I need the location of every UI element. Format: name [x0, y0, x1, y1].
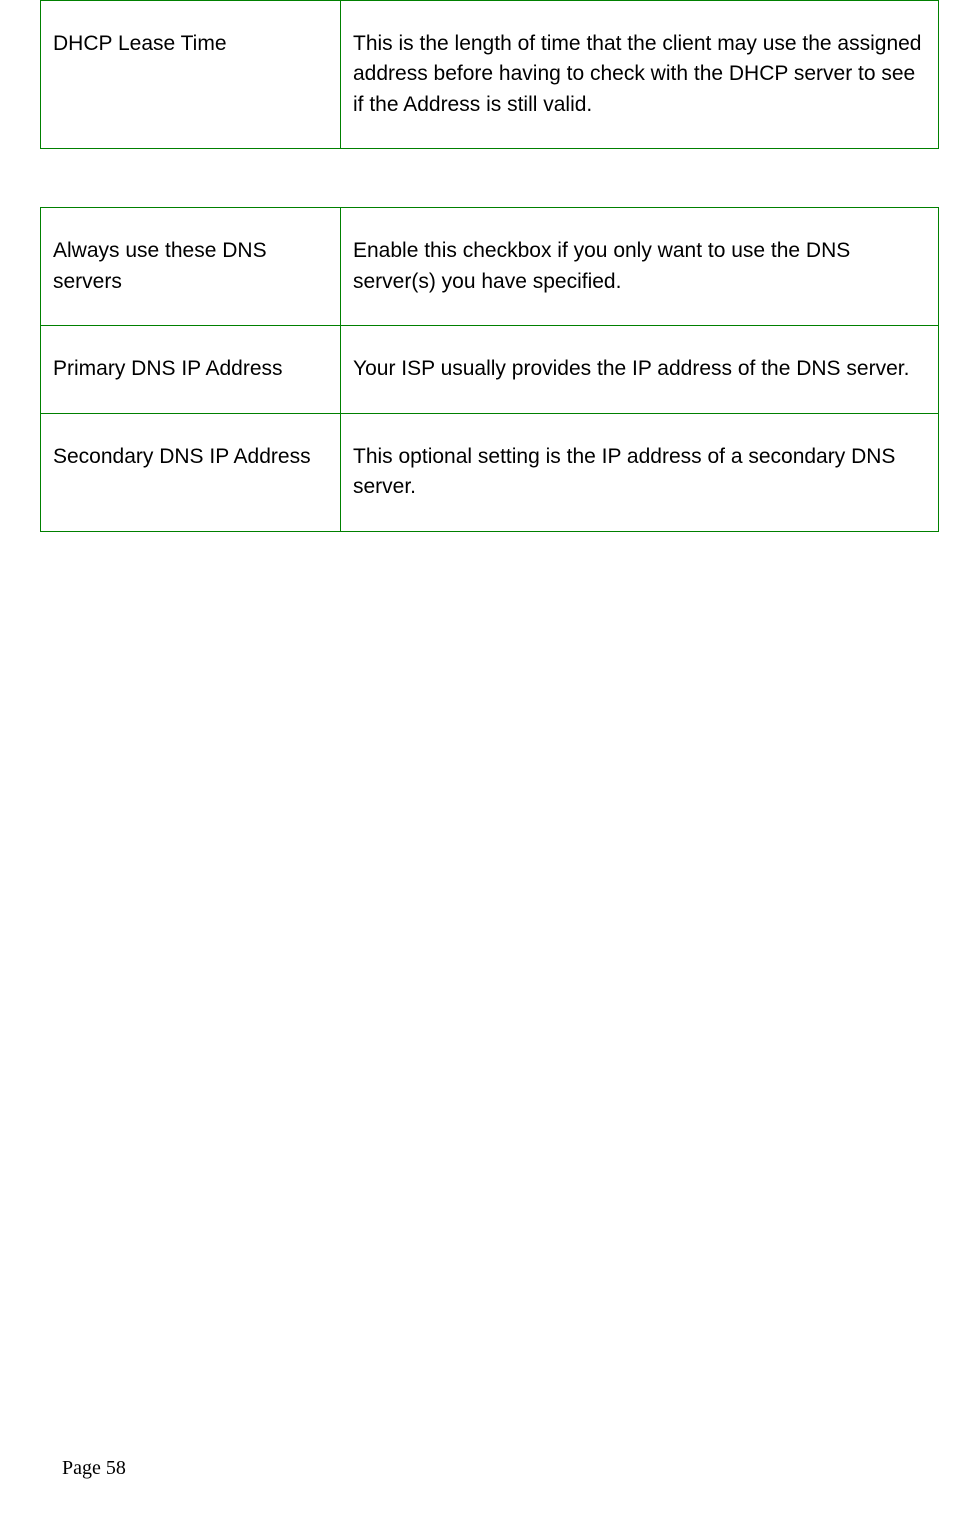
- table-row: Always use these DNS servers Enable this…: [41, 208, 939, 326]
- setting-label: Always use these DNS servers: [41, 208, 341, 326]
- settings-table-2: Always use these DNS servers Enable this…: [40, 207, 939, 531]
- setting-description: This optional setting is the IP address …: [341, 413, 939, 531]
- settings-table-1: DHCP Lease Time This is the length of ti…: [40, 0, 939, 149]
- table-row: Secondary DNS IP Address This optional s…: [41, 413, 939, 531]
- table-row: Primary DNS IP Address Your ISP usually …: [41, 326, 939, 413]
- setting-label: DHCP Lease Time: [41, 1, 341, 149]
- page-number: Page 58: [62, 1457, 126, 1480]
- page-content: DHCP Lease Time This is the length of ti…: [0, 0, 979, 532]
- setting-description: Enable this checkbox if you only want to…: [341, 208, 939, 326]
- setting-label: Secondary DNS IP Address: [41, 413, 341, 531]
- setting-description: This is the length of time that the clie…: [341, 1, 939, 149]
- setting-label: Primary DNS IP Address: [41, 326, 341, 413]
- setting-description: Your ISP usually provides the IP address…: [341, 326, 939, 413]
- table-row: DHCP Lease Time This is the length of ti…: [41, 1, 939, 149]
